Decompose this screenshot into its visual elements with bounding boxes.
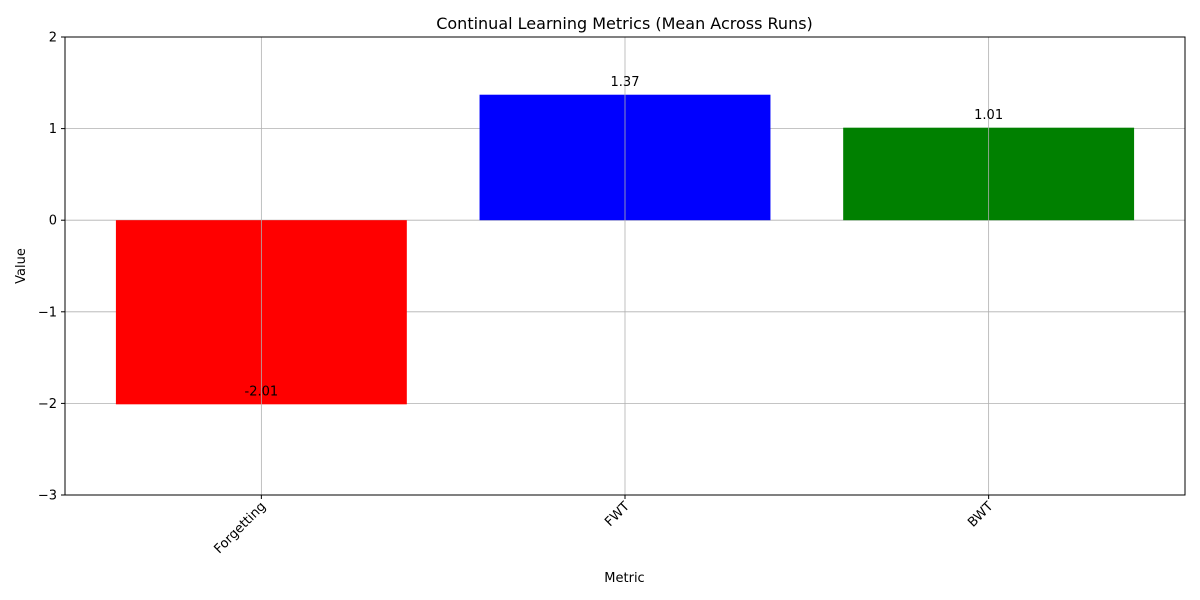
- x-axis-label: Metric: [604, 571, 644, 586]
- y-tick-label: 0: [49, 214, 57, 229]
- x-tick-label: Forgetting: [211, 499, 269, 557]
- x-tick-label: FWT: [602, 499, 633, 530]
- chart-title: Continual Learning Metrics (Mean Across …: [436, 14, 813, 33]
- data-label-fwt: 1.37: [611, 75, 640, 90]
- data-label-forgetting: -2.01: [245, 385, 279, 400]
- y-tick-label: −3: [38, 489, 57, 504]
- y-axis-label: Value: [14, 248, 29, 284]
- y-tick-label: 1: [49, 122, 57, 137]
- y-tick-label: 2: [49, 31, 57, 46]
- y-tick-label: −1: [38, 305, 57, 320]
- x-tick-label: BWT: [965, 499, 996, 530]
- data-labels: -2.01 1.37 1.01: [245, 75, 1004, 400]
- y-tick-label: −2: [38, 397, 57, 412]
- data-label-bwt: 1.01: [974, 108, 1003, 123]
